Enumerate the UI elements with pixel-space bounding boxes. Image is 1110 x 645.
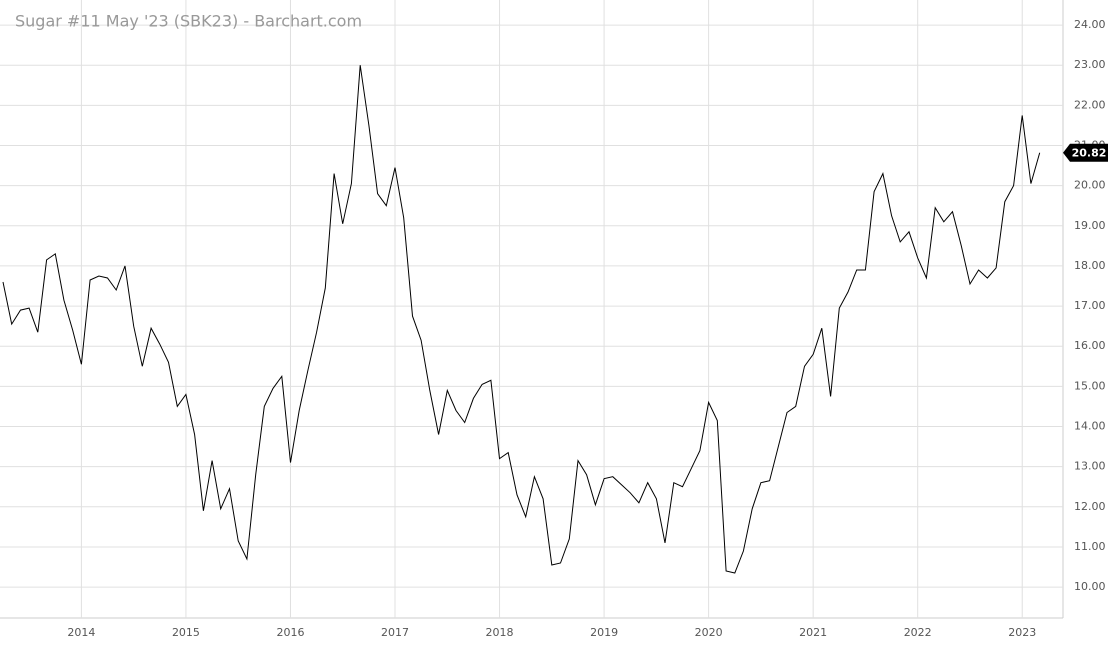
last-value-label: 20.82: [1072, 147, 1107, 160]
y-tick-label: 16.00: [1074, 339, 1106, 352]
y-tick-label: 24.00: [1074, 18, 1106, 31]
x-tick-label: 2021: [799, 626, 827, 639]
y-tick-label: 11.00: [1074, 540, 1106, 553]
y-tick-label: 17.00: [1074, 299, 1106, 312]
last-value-tag: [1063, 143, 1108, 162]
y-tick-label: 20.00: [1074, 179, 1106, 192]
price-line: [2, 65, 1041, 574]
x-tick-label: 2015: [172, 626, 200, 639]
y-tick-label: 13.00: [1074, 460, 1106, 473]
x-tick-label: 2023: [1008, 626, 1036, 639]
y-tick-label: 19.00: [1074, 219, 1106, 232]
y-tick-label: 10.00: [1074, 580, 1106, 593]
x-tick-label: 2022: [904, 626, 932, 639]
x-tick-label: 2019: [590, 626, 618, 639]
chart-title: Sugar #11 May '23 (SBK23) - Barchart.com: [15, 12, 362, 31]
y-tick-label: 15.00: [1074, 379, 1106, 392]
y-tick-label: 22.00: [1074, 98, 1106, 111]
y-tick-label: 12.00: [1074, 500, 1106, 513]
y-tick-label: 18.00: [1074, 259, 1106, 272]
x-tick-label: 2014: [67, 626, 95, 639]
y-tick-label: 14.00: [1074, 420, 1106, 433]
x-tick-label: 2017: [381, 626, 409, 639]
x-tick-label: 2020: [695, 626, 723, 639]
x-tick-label: 2018: [486, 626, 514, 639]
x-tick-label: 2016: [276, 626, 304, 639]
y-tick-label: 23.00: [1074, 58, 1106, 71]
